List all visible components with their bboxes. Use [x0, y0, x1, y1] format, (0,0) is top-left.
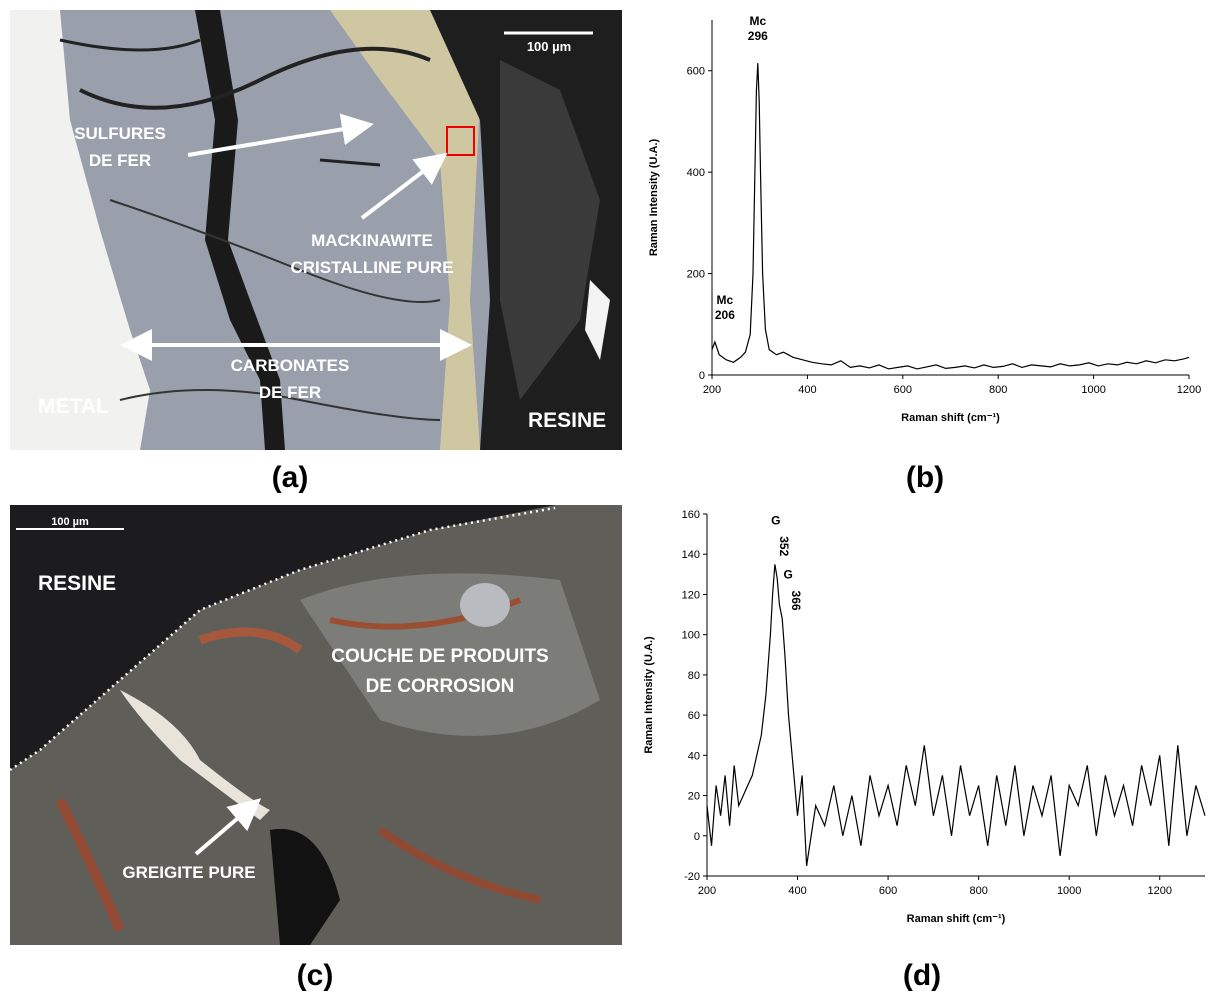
spectrum-line	[706, 564, 1206, 866]
peak-label: 352	[777, 536, 791, 556]
annotation: MACKINAWITE	[311, 231, 433, 250]
y-tick-label: 200	[687, 269, 705, 281]
peak-label: 206	[715, 308, 735, 322]
scale-bar-label: 100 µm	[51, 516, 89, 528]
panel-label: (b)	[906, 461, 944, 494]
annotation: CRISTALLINE PURE	[290, 258, 453, 277]
panel-label: (d)	[903, 959, 941, 992]
annotation: RESINE	[528, 409, 606, 432]
annotation: METAL	[38, 395, 109, 418]
y-tick-label: 20	[688, 791, 700, 803]
y-tick-label: 400	[687, 167, 705, 179]
x-tick-label: 600	[894, 384, 912, 396]
annotation: CARBONATES	[231, 356, 350, 375]
y-tick-label: 160	[682, 509, 700, 521]
x-axis-label: Raman shift (cm⁻¹)	[907, 913, 1006, 925]
annotation: DE CORROSION	[366, 676, 515, 697]
x-tick-label: 800	[989, 384, 1007, 396]
x-tick-label: 1200	[1147, 885, 1171, 897]
x-axis-label: Raman shift (cm⁻¹)	[901, 412, 1000, 424]
y-tick-label: 80	[688, 670, 700, 682]
peak-label: Mc	[717, 293, 734, 307]
peak-label: G	[783, 568, 792, 582]
peak-label: Mc	[749, 14, 766, 28]
x-tick-label: 600	[879, 885, 897, 897]
y-tick-label: 60	[688, 710, 700, 722]
annotation: DE FER	[259, 383, 321, 402]
y-axis-label: Raman Intensity (U.A.)	[643, 636, 655, 754]
micrograph-c: 100 µm RESINE COUCHE DE PRODUITS DE CORR…	[9, 505, 622, 945]
spectrum-line	[711, 63, 1190, 370]
peak-label: 296	[748, 29, 768, 43]
y-tick-label: 120	[682, 589, 700, 601]
x-tick-label: 400	[798, 384, 816, 396]
x-tick-label: 1200	[1177, 384, 1201, 396]
x-tick-label: 400	[788, 885, 806, 897]
x-tick-label: 200	[703, 384, 721, 396]
peak-label: G	[771, 513, 780, 527]
y-tick-label: 40	[688, 750, 700, 762]
peak-label: 366	[789, 591, 803, 611]
y-tick-label: 0	[694, 831, 700, 843]
x-tick-label: 1000	[1057, 885, 1081, 897]
y-tick-label: 0	[699, 370, 705, 382]
annotation: RESINE	[38, 572, 116, 595]
annotation: DE FER	[89, 151, 151, 170]
y-tick-label: 140	[682, 549, 700, 561]
x-tick-label: 200	[698, 885, 716, 897]
micrograph-a: 100 µm SULFURES DE FER MACKINAWITE CRIST…	[10, 10, 622, 450]
scale-bar-label: 100 µm	[527, 39, 571, 54]
annotation: GREIGITE PURE	[122, 863, 255, 882]
panel-label: (a)	[272, 461, 309, 494]
annotation: SULFURES	[74, 124, 166, 143]
y-tick-label: -20	[684, 871, 700, 883]
panel-label: (c)	[297, 959, 334, 992]
annotation: COUCHE DE PRODUITS	[331, 646, 548, 667]
x-tick-label: 800	[969, 885, 987, 897]
y-tick-label: 100	[682, 630, 700, 642]
x-tick-label: 1000	[1081, 384, 1105, 396]
y-axis-label: Raman Intensity (U.A.)	[648, 138, 660, 256]
y-tick-label: 600	[687, 66, 705, 78]
